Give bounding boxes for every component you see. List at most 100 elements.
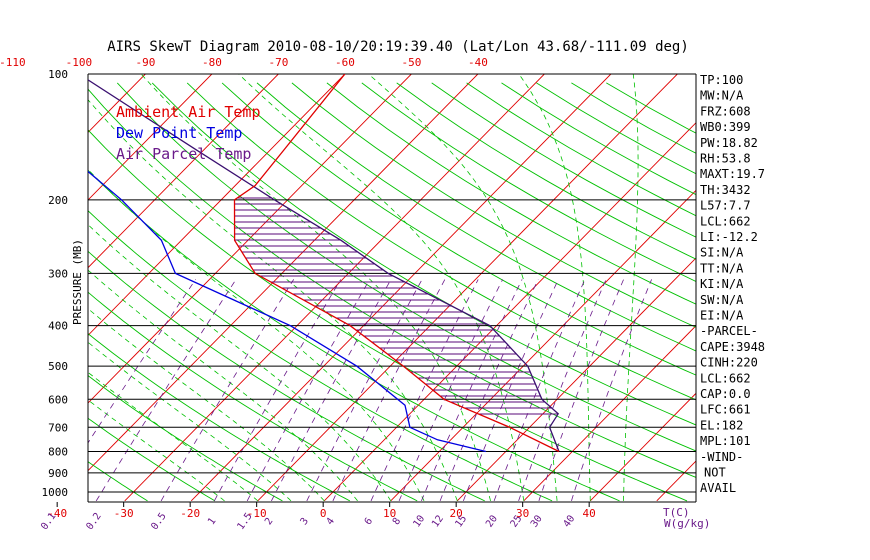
stats-item: LCL:662 [700,371,751,385]
y-tick-label: 300 [48,267,68,280]
top-tick-label: -100 [66,56,93,69]
mixing-ratio-line [246,279,371,502]
mixing-ratio-line [213,279,342,502]
cape-hatching [234,197,559,415]
profile-series [88,74,560,453]
dry-adiabat-line [88,417,216,502]
dry-adiabat-line [291,82,696,328]
stats-item: AVAIL [700,481,736,495]
dry-adiabat-line [361,82,696,282]
x-axis-unit: T(C) [663,506,690,519]
mixing-ratio-label: 4 [325,516,337,527]
isotherm-line [88,74,346,336]
stats-item: RH:53.8 [700,152,751,166]
x-tick-label: -20 [180,507,200,520]
stats-item: -WIND- [700,450,743,464]
stats-item: LFC:661 [700,403,751,417]
dry-adiabat-line [431,82,696,238]
top-tick-label: -90 [135,56,155,69]
legend-ambient: Ambient Air Temp [116,103,261,121]
stats-item: TP:100 [700,73,743,87]
stats-item: NOT [704,466,726,480]
moist-adiabat-line [238,74,525,501]
top-tick-label: -70 [268,56,288,69]
mixing-ratio-line [518,279,607,502]
stats-item: PW:18.82 [700,136,758,150]
isotherm-line [88,74,412,404]
chart-title: AIRS SkewT Diagram 2010-08-10/20:19:39.4… [107,39,689,55]
top-tick-label: -50 [401,56,421,69]
stats-item: KI:N/A [700,277,744,291]
dry-adiabat-line [221,82,696,376]
y-tick-label: 100 [48,68,68,81]
isotherm-line [124,74,545,502]
x-tick-label: -30 [114,507,134,520]
isotherm-line [88,74,279,269]
mixing-ratio-label: 10 [411,513,427,529]
y-tick-label: 700 [48,421,68,434]
legend: Ambient Air Temp Dew Point Temp Air Parc… [116,103,261,163]
moist-adiabat-line [88,269,358,502]
moist-adiabat-line [88,168,425,502]
top-tick-label: -60 [335,56,355,69]
y-tick-label: 1000 [42,486,69,499]
stats-item: TH:3432 [700,183,751,197]
y-tick-label: 500 [48,360,68,373]
y-tick-label: 900 [48,467,68,480]
moist-adiabat-line [88,399,225,502]
isotherm-line [88,74,213,201]
dry-adiabat-line [88,129,688,502]
dry-adiabat-line [151,82,696,426]
mixing-ratio-line [160,279,295,502]
mixing-ratio-label: 3 [299,516,311,527]
moist-adiabat-line [623,74,639,501]
mixing-ratio-line [95,279,237,502]
stats-item: CAPE:3948 [700,340,765,354]
stats-item: MPL:101 [700,434,751,448]
x-tick-label: 0 [320,507,327,520]
series-ambient [233,74,560,453]
y-tick-label: 200 [48,194,68,207]
mixing-ratio-line [571,279,652,502]
stats-item: TT:N/A [700,261,744,275]
mixing-ratio-line [370,279,479,502]
top-tick-label: -80 [202,56,222,69]
stats-item: MW:N/A [700,89,744,103]
x-tick-label: 30 [516,507,529,520]
dry-adiabat-line [88,169,620,502]
mixing-ratio-label: 6 [363,516,375,527]
stats-item: -PARCEL- [700,324,758,338]
mixing-ratio-label: 40 [561,513,577,529]
stats-item: EI:N/A [700,309,744,323]
moist-adiabat-line [518,74,591,501]
mixing-ratio-label: 12 [430,513,446,529]
mixing-ratio-line [493,279,586,502]
x-tick-label: -40 [47,507,67,520]
stats-item: EL:182 [700,418,743,432]
dry-adiabat-line [501,82,696,196]
stats-item: LI:-12.2 [700,230,758,244]
mixing-ratio-label: 0.2 [84,511,103,532]
mixing-ratio-line [306,279,423,502]
mixing-ratio-line [538,279,624,502]
dry-adiabat-line [88,250,485,502]
isotherm-line [0,74,12,501]
moist-adiabat-line [88,371,259,502]
isotherm-line [456,257,696,502]
stats-item: CAP:0.0 [700,387,751,401]
dry-adiabat-line [0,83,13,501]
isobar-lines [87,73,697,503]
legend-parcel: Air Parcel Temp [116,145,251,163]
stats-item: MAXT:19.7 [700,167,765,181]
dry-adiabat-line [256,82,696,352]
moist-adiabat-line [88,224,392,502]
legend-dewpoint: Dew Point Temp [116,124,242,142]
dry-adiabat-line [88,291,418,502]
mixing-ratio-line [332,279,446,502]
stats-item: SI:N/A [700,246,744,260]
x-tick-label: 20 [450,507,463,520]
dry-adiabat-line [186,82,696,401]
dry-adiabat-line [88,461,148,502]
